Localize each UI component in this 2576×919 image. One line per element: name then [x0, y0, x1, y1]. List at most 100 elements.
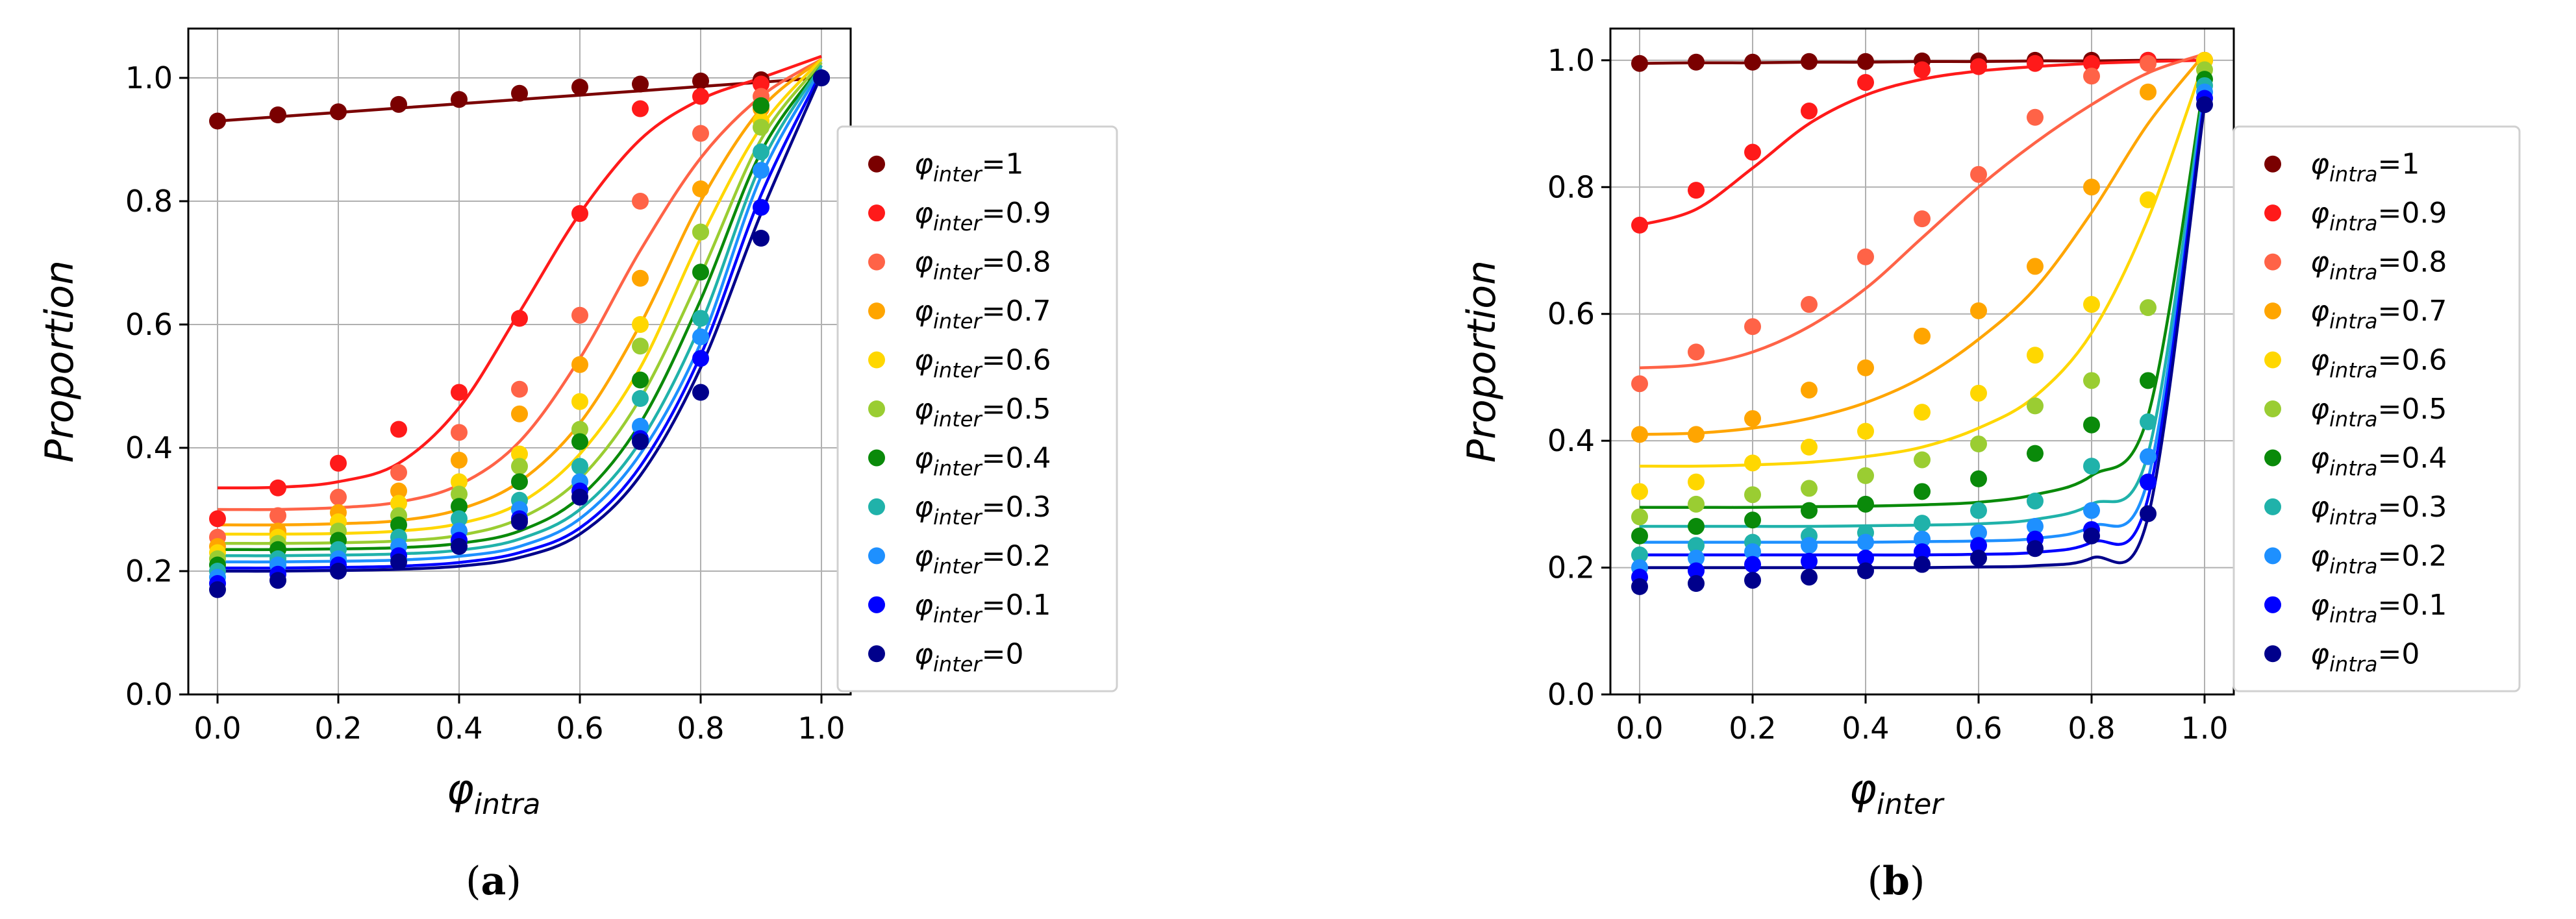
data-point	[632, 75, 649, 93]
legend-marker	[2264, 400, 2281, 417]
data-point	[2027, 445, 2044, 462]
data-point	[692, 328, 709, 345]
data-point	[571, 433, 588, 450]
data-point	[2027, 540, 2044, 558]
legend-item: φintra=0.2	[2264, 539, 2447, 578]
y-tick-label: 0.4	[125, 430, 173, 465]
data-point	[1688, 473, 1705, 491]
data-point	[2083, 178, 2100, 196]
y-tick-label: 0.0	[125, 677, 173, 712]
data-point	[511, 445, 528, 463]
legend-marker	[868, 351, 885, 369]
data-point	[571, 458, 588, 475]
data-point	[692, 223, 709, 241]
data-point	[269, 106, 286, 123]
data-point	[2027, 397, 2044, 415]
legend: φintra=1 φintra=0.9 φintra=0.8 φintra=0.7 φi…	[2232, 125, 2521, 692]
legend-item: φintra=0	[2264, 637, 2420, 676]
legend-marker	[2264, 449, 2281, 467]
data-point	[753, 75, 769, 93]
data-point	[511, 473, 528, 491]
data-point	[1688, 426, 1705, 443]
data-point	[1744, 543, 1761, 561]
fit-curve	[1639, 52, 2205, 370]
legend-item: φintra=0.4	[2264, 441, 2447, 480]
data-point	[1801, 53, 1818, 70]
data-point	[1801, 552, 1818, 570]
data-point	[390, 553, 407, 570]
data-point	[1688, 549, 1705, 567]
data-point	[2140, 55, 2157, 72]
data-point	[1744, 318, 1761, 336]
legend-marker	[868, 547, 885, 565]
data-point	[632, 337, 649, 355]
data-point	[1970, 435, 1987, 453]
x-tick-label: 0.8	[677, 711, 724, 746]
data-point	[1801, 569, 1818, 586]
data-point	[632, 417, 649, 435]
data-point	[1801, 502, 1818, 519]
legend-label: φinter=0.7	[914, 295, 1051, 334]
data-point	[1857, 423, 1874, 440]
data-point	[1970, 537, 1987, 554]
data-point	[209, 112, 226, 130]
data-point	[1744, 572, 1761, 589]
data-point	[330, 103, 347, 121]
legend-marker	[2264, 302, 2281, 320]
x-tick-label: 1.0	[2181, 711, 2228, 746]
data-point	[390, 482, 407, 500]
data-point	[753, 143, 769, 160]
x-tick-label: 0.8	[2068, 711, 2115, 746]
data-point	[1744, 454, 1761, 472]
legend-label: φintra=0.9	[2310, 197, 2447, 236]
legend-marker	[868, 302, 885, 320]
data-point	[1631, 483, 1648, 500]
data-point	[2140, 473, 2157, 491]
legend-label: φintra=0.6	[2310, 344, 2447, 383]
chart-panel-a: 0.0 0.2 0.4 0.6 0.8 1.0 0.0 0.2 0.4 0.6 0.8 1.0 Prop…	[37, 27, 1118, 904]
data-point	[451, 424, 468, 441]
legend-marker	[868, 596, 885, 613]
legend-frame	[836, 125, 1118, 692]
data-point	[2027, 347, 2044, 364]
data-point	[1801, 438, 1818, 456]
data-point	[390, 95, 407, 113]
data-point	[1688, 495, 1705, 513]
legend-label: φintra=0.1	[2310, 589, 2447, 628]
data-point	[451, 538, 468, 555]
axes-frame	[1609, 27, 2235, 696]
data-point	[1801, 103, 1818, 120]
legend-label: φinter=0.3	[914, 491, 1051, 530]
data-point	[451, 384, 468, 401]
y-axis-label: Proportion	[37, 260, 82, 463]
legend-marker	[2264, 204, 2281, 222]
data-point	[2140, 191, 2157, 208]
legend-item: φintra=0.3	[2264, 491, 2447, 530]
x-tick-label: 0.4	[1842, 711, 1889, 746]
legend-item: φinter=0.1	[868, 589, 1051, 628]
data-point	[2027, 55, 2044, 72]
data-point	[753, 199, 769, 216]
data-point	[1744, 53, 1761, 71]
fit-curve	[1639, 53, 2206, 436]
legend-marker	[868, 204, 885, 222]
data-point	[1857, 248, 1874, 265]
data-point	[390, 516, 407, 533]
chart-panel-b: 0.0 0.2 0.4 0.6 0.8 1.0 0.0 0.2 0.4 0.6 0.8 1.0 Prop…	[1459, 27, 2521, 904]
data-point	[1857, 74, 1874, 92]
data-point	[1744, 143, 1761, 161]
data-point	[1688, 562, 1705, 580]
legend-label: φintra=0	[2310, 637, 2420, 676]
data-point	[1914, 210, 1931, 228]
data-point	[632, 100, 649, 117]
legend-item: φinter=0.6	[868, 344, 1051, 383]
data-point	[2140, 299, 2157, 316]
data-point	[1857, 467, 1874, 484]
data-point	[1744, 556, 1761, 573]
data-point	[1688, 182, 1705, 199]
legend-item: φintra=0.9	[2264, 197, 2447, 236]
data-point	[1801, 381, 1818, 398]
data-point	[1914, 327, 1931, 345]
legend-item: φinter=0.9	[868, 197, 1051, 236]
data-point	[692, 350, 709, 367]
